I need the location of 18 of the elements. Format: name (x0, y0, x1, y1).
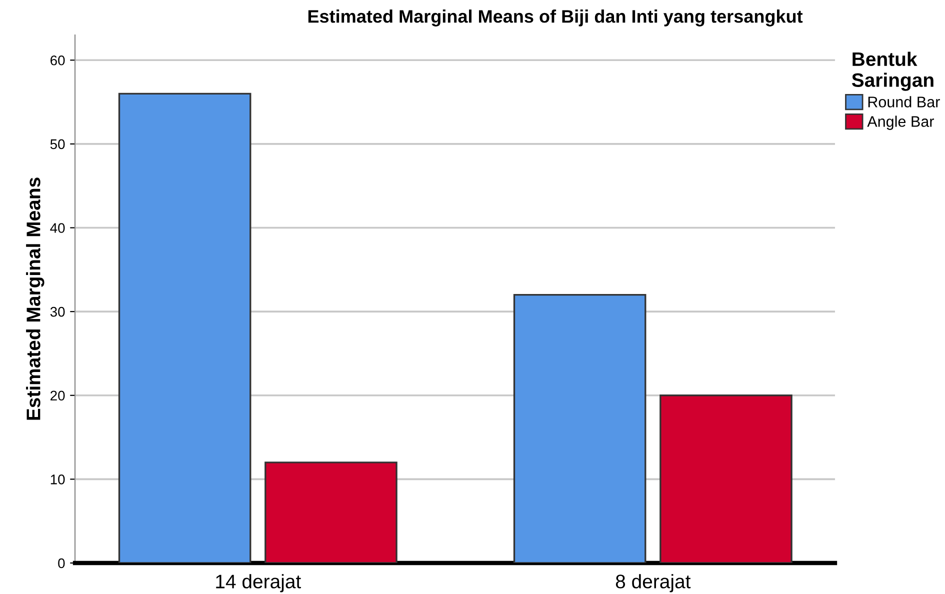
y-tick-label: 50 (50, 139, 65, 150)
y-axis-title: Estimated Marginal Means (26, 178, 44, 420)
bar (660, 394, 792, 563)
x-tick-label: 14 derajat (216, 574, 301, 592)
legend-title: Bentuk Saringan (852, 52, 934, 91)
y-tick-label: 20 (50, 390, 65, 401)
chart-title: Estimated Marginal Means of Biji dan Inti yang tersangkut (308, 10, 803, 26)
y-tick-label: 10 (50, 474, 65, 484)
bar (513, 294, 646, 563)
x-tick-label: 8 derajat (616, 574, 691, 592)
legend-label: Round Bar (868, 96, 940, 108)
bar (264, 462, 398, 563)
y-tick-label: 40 (50, 223, 65, 233)
y-tick-label: 0 (58, 558, 65, 568)
y-tick-label: 60 (50, 55, 65, 66)
bar (118, 92, 252, 563)
y-tick-label: 30 (50, 306, 65, 317)
legend-label: Angle Bar (867, 116, 934, 130)
